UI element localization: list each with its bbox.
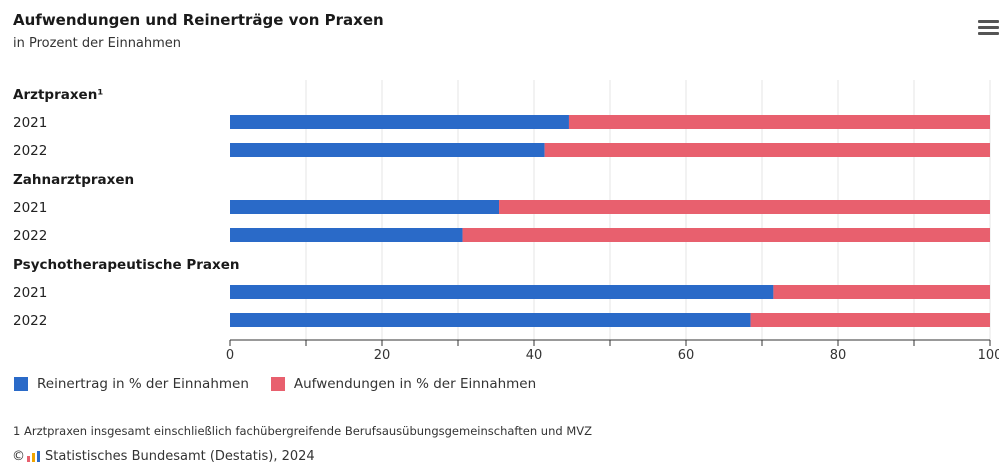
legend-item-aufwendungen[interactable]: Aufwendungen in % der Einnahmen <box>270 376 537 392</box>
bar-reinertrag <box>230 143 545 157</box>
bar-aufwendungen <box>462 228 990 242</box>
legend-label-aufwendungen: Aufwendungen in % der Einnahmen <box>293 376 537 392</box>
bar-reinertrag <box>230 228 463 242</box>
footnote: 1 Arztpraxen insgesamt einschließlich fa… <box>13 424 592 438</box>
chart-subtitle: in Prozent der Einnahmen <box>13 36 182 51</box>
x-tick-label: 100 <box>978 348 999 363</box>
group-label: Arztpraxen¹ <box>13 87 103 103</box>
legend-label-reinertrag: Reinertrag in % der Einnahmen <box>37 376 249 392</box>
legend-item-reinertrag[interactable]: Reinertrag in % der Einnahmen <box>14 376 249 392</box>
year-label: 2022 <box>13 313 47 329</box>
bar-aufwendungen <box>773 285 990 299</box>
source-credit: © Statistisches Bundesamt (Destatis), 20… <box>12 449 315 464</box>
legend-swatch-aufwendungen <box>270 377 285 391</box>
destatis-logo-icon <box>27 451 40 462</box>
year-label: 2022 <box>13 143 47 159</box>
x-tick-label: 0 <box>226 348 234 363</box>
bar-reinertrag <box>230 285 774 299</box>
bar-aufwendungen <box>544 143 990 157</box>
bar-reinertrag <box>230 115 569 129</box>
year-label: 2021 <box>13 115 47 131</box>
year-label: 2022 <box>13 228 47 244</box>
bar-aufwendungen <box>568 115 990 129</box>
hamburger-menu-icon[interactable] <box>978 20 999 36</box>
chart-title: Aufwendungen und Reinerträge von Praxen <box>13 11 384 29</box>
x-tick-label: 80 <box>830 348 847 363</box>
x-tick-label: 20 <box>374 348 391 363</box>
copyright-symbol: © <box>12 449 25 464</box>
group-label: Zahnarztpraxen <box>13 172 134 188</box>
bar-reinertrag <box>230 313 751 327</box>
bar-aufwendungen <box>750 313 990 327</box>
group-label: Psychotherapeutische Praxen <box>13 257 240 273</box>
source-text: Statistisches Bundesamt (Destatis), 2024 <box>45 449 315 464</box>
year-label: 2021 <box>13 200 47 216</box>
x-tick-label: 60 <box>678 348 695 363</box>
x-tick-label: 40 <box>526 348 543 363</box>
chart-legend: Reinertrag in % der Einnahmen Aufwendung… <box>14 376 558 392</box>
bar-reinertrag <box>230 200 500 214</box>
bar-aufwendungen <box>499 200 990 214</box>
year-label: 2021 <box>13 285 47 301</box>
bar-chart: 0 20 40 60 80 100 Arztpraxen¹ 2021 2022 Zahnarztp… <box>13 80 999 363</box>
legend-swatch-reinertrag <box>14 377 28 391</box>
